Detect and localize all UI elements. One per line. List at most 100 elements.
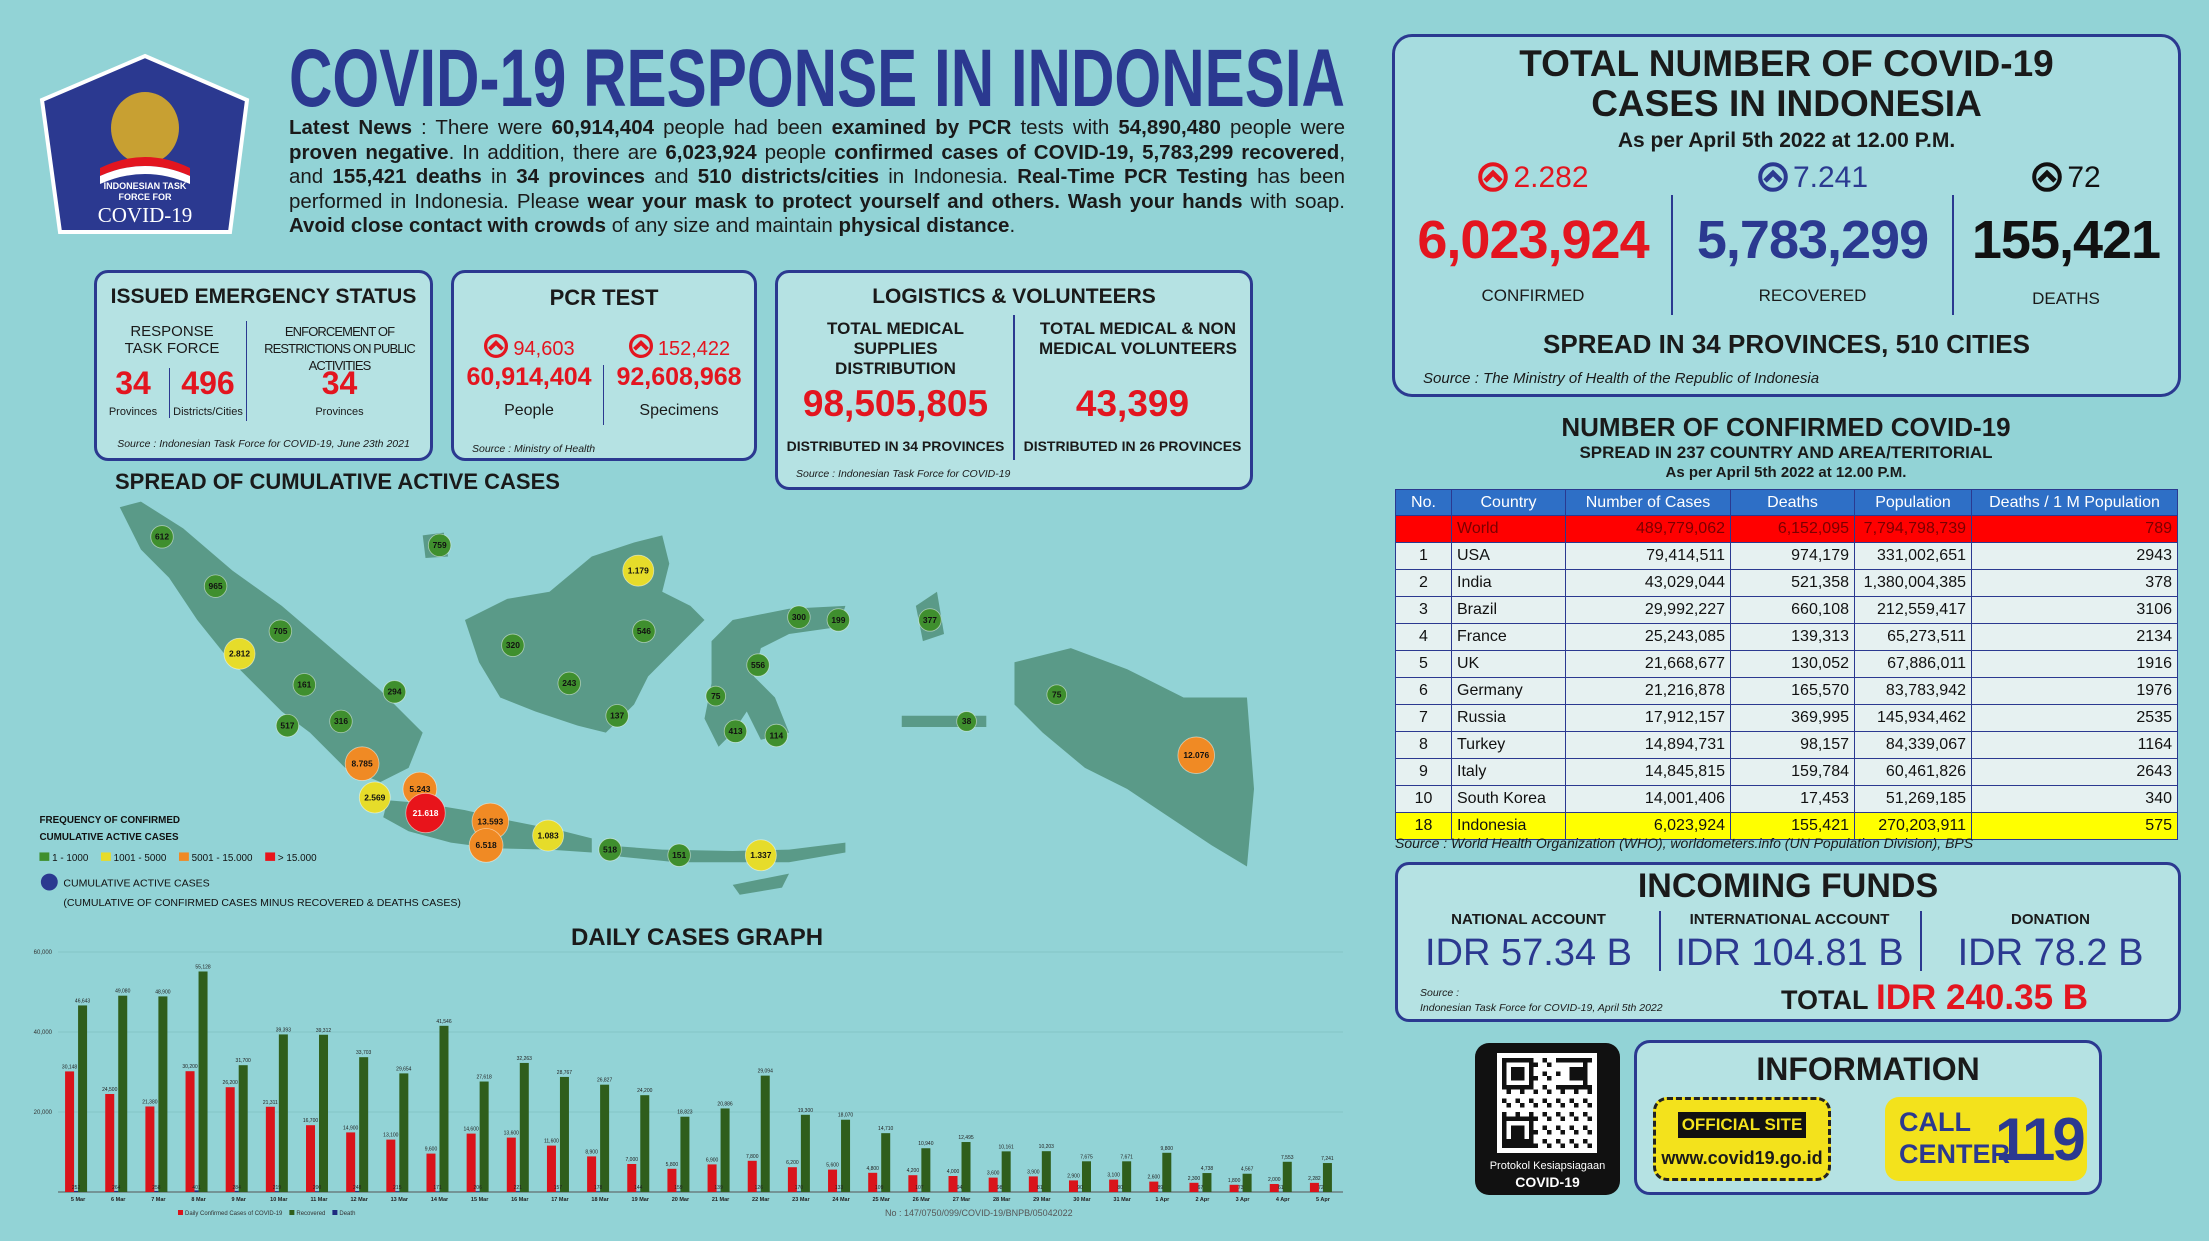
x-tick-label: 23 Mar [792,1197,810,1203]
call-text: CALL [1899,1107,1971,1137]
bar [1068,1180,1078,1192]
bar [435,1191,440,1192]
table-cell: 29,992,227 [1565,596,1731,624]
map-bubble [622,554,655,587]
bar [78,1005,88,1192]
qr-cell [1502,1076,1507,1081]
legend-label: Recovered [296,1211,325,1217]
bar [355,1191,360,1192]
map-bubble-label: 294 [387,687,401,697]
qr-cell [1569,1112,1574,1117]
qr-cell [1547,1103,1552,1108]
map-bubble-label: 2.812 [229,649,250,659]
map-bubble-label: 705 [273,626,287,636]
legend-marker [40,873,58,891]
source: Source : Indonesian Task Force for COVID… [117,438,410,450]
map-bubble [956,711,977,732]
fund-label: DONATION [2011,911,2090,928]
table-cell: 21,668,677 [1565,650,1731,678]
news-segment: with soap. [1242,189,1346,213]
fund-value: IDR 57.34 B [1425,932,1632,974]
data-label: 4,200 [907,1168,920,1174]
qr-cell [1502,1125,1507,1130]
table-row: 4 France 25,243,085 139,313 65,273,511 2134 [1395,623,2178,651]
map-bubble-label: 320 [506,640,520,650]
call-text: CENTER [1899,1139,2011,1169]
divider [1671,195,1673,315]
data-label: 1,800 [1228,1178,1241,1184]
map: 612 759 965 1.179 705 2.812 320 546 300 199 377 161… [39,501,1255,909]
qr-cell [1574,1076,1579,1081]
data-label: 2,282 [1308,1176,1321,1182]
bar [680,1116,690,1192]
qr-cell [1515,1116,1520,1121]
fund-value: IDR 104.81 B [1675,932,1904,974]
divider [169,368,170,418]
data-label: 16,700 [303,1118,319,1124]
table-row: 18 Indonesia 6,023,924 155,421 270,203,911 57… [1395,812,2178,840]
map-bubble-label: 13.593 [477,816,503,826]
table-row: 5 UK 21,668,677 130,052 67,886,011 1916 [1395,650,2178,678]
data-label: 178 [594,1185,603,1191]
news-segment: Latest News [289,116,412,139]
stat-label: Provinces [315,406,364,418]
source: Source : World Health Organization (WHO)… [1395,835,1974,851]
legend-label: 5001 - 15.000 [192,853,253,864]
stat-value: 60,914,404 [466,363,592,391]
bar [908,1175,918,1192]
table-header: Country [1451,489,1566,516]
table-cell: 5 [1395,650,1452,678]
qr-cell [1574,1071,1579,1076]
map-bubble-label: 6.518 [476,840,497,850]
legend-label: 1001 - 5000 [114,853,167,864]
table-cell: 1976 [1971,677,2178,705]
map-bubble [468,828,504,863]
data-label: 4,567 [1241,1167,1254,1173]
table-row: 2 India 43,029,044 521,358 1,380,004,385 378 [1395,569,2178,597]
data-label: 14,600 [463,1127,479,1133]
up-icon [1758,162,1788,192]
qr-cell [1506,1085,1511,1090]
data-label: 219 [273,1185,282,1191]
x-tick-label: 5 Apr [1316,1197,1331,1203]
bar [796,1191,801,1192]
table-cell: World [1451,515,1566,543]
data-label: 30,200 [182,1064,198,1070]
qr-cell [1547,1076,1552,1081]
qr-cell [1583,1139,1588,1144]
logo-text: COVID-19 [98,203,193,227]
table-cell: 369,995 [1730,704,1855,732]
bar [1309,1182,1319,1192]
bar [636,1191,641,1192]
bar [837,1191,842,1192]
emergency-box: ISSUED EMERGENCY STATUS RESPONSE TASK FO… [94,270,433,461]
bar [1229,1184,1239,1192]
qr-cell [1542,1112,1547,1117]
qr-cell [1529,1067,1534,1072]
qr-cell [1515,1071,1520,1076]
data-label: 4,738 [1201,1166,1214,1172]
bar [198,971,208,1192]
table-cell: 17,453 [1730,785,1855,813]
data-label: 248 [353,1185,362,1191]
qr-cell [1578,1085,1583,1090]
qr-cell [1565,1058,1570,1063]
table-cell: 1,380,004,385 [1854,569,1972,597]
table-cell: 165,570 [1730,677,1855,705]
increase: 2.282 [1395,161,1671,195]
qr-cell [1520,1089,1525,1094]
bar [828,1169,838,1192]
qr-cell [1520,1125,1525,1130]
table-cell: 4 [1395,623,1452,651]
news-segment: people were [1220,116,1346,139]
map-bubble [427,533,452,557]
news-segment: Real-Time PCR Testing [1017,165,1248,188]
table-cell: 51,269,185 [1854,785,1972,813]
map-bubble-label: 377 [923,615,937,625]
qr-cell [1502,1085,1507,1090]
qr-cell [1583,1067,1588,1072]
map-bubble [826,608,851,632]
map-bubble [203,574,228,598]
news-segment: 155,421 deaths [332,165,482,188]
